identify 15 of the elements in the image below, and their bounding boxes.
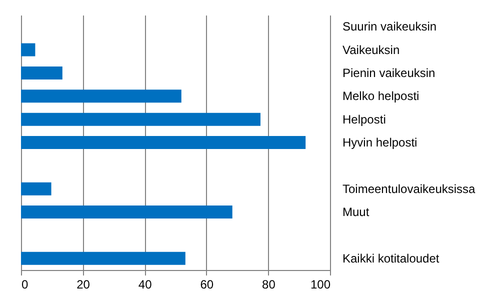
x-tick-label: 20: [76, 278, 90, 292]
y-tick-label: Vaikeuksin: [342, 42, 400, 57]
y-tick-label: Helposti: [342, 112, 386, 126]
y-tick-label: Melko helposti: [342, 89, 420, 104]
y-tick-label: Kaikki kotitaloudet: [342, 251, 440, 266]
y-tick-label: Suurin vaikeuksin: [342, 20, 437, 34]
x-tick-label: 0: [22, 278, 28, 292]
x-tick-label: 60: [200, 278, 214, 292]
y-tick-label: Hyvin helposti: [342, 136, 418, 150]
x-tick-label: 80: [262, 278, 276, 292]
y-tick-label: Pienin vaikeuksin: [342, 66, 436, 80]
x-tick-label: 100: [310, 278, 331, 292]
x-tick-label: 40: [138, 278, 152, 292]
y-tick-label: Muut: [342, 205, 370, 220]
y-tick-label: Toimeentulovaikeuksissa: [342, 182, 476, 196]
